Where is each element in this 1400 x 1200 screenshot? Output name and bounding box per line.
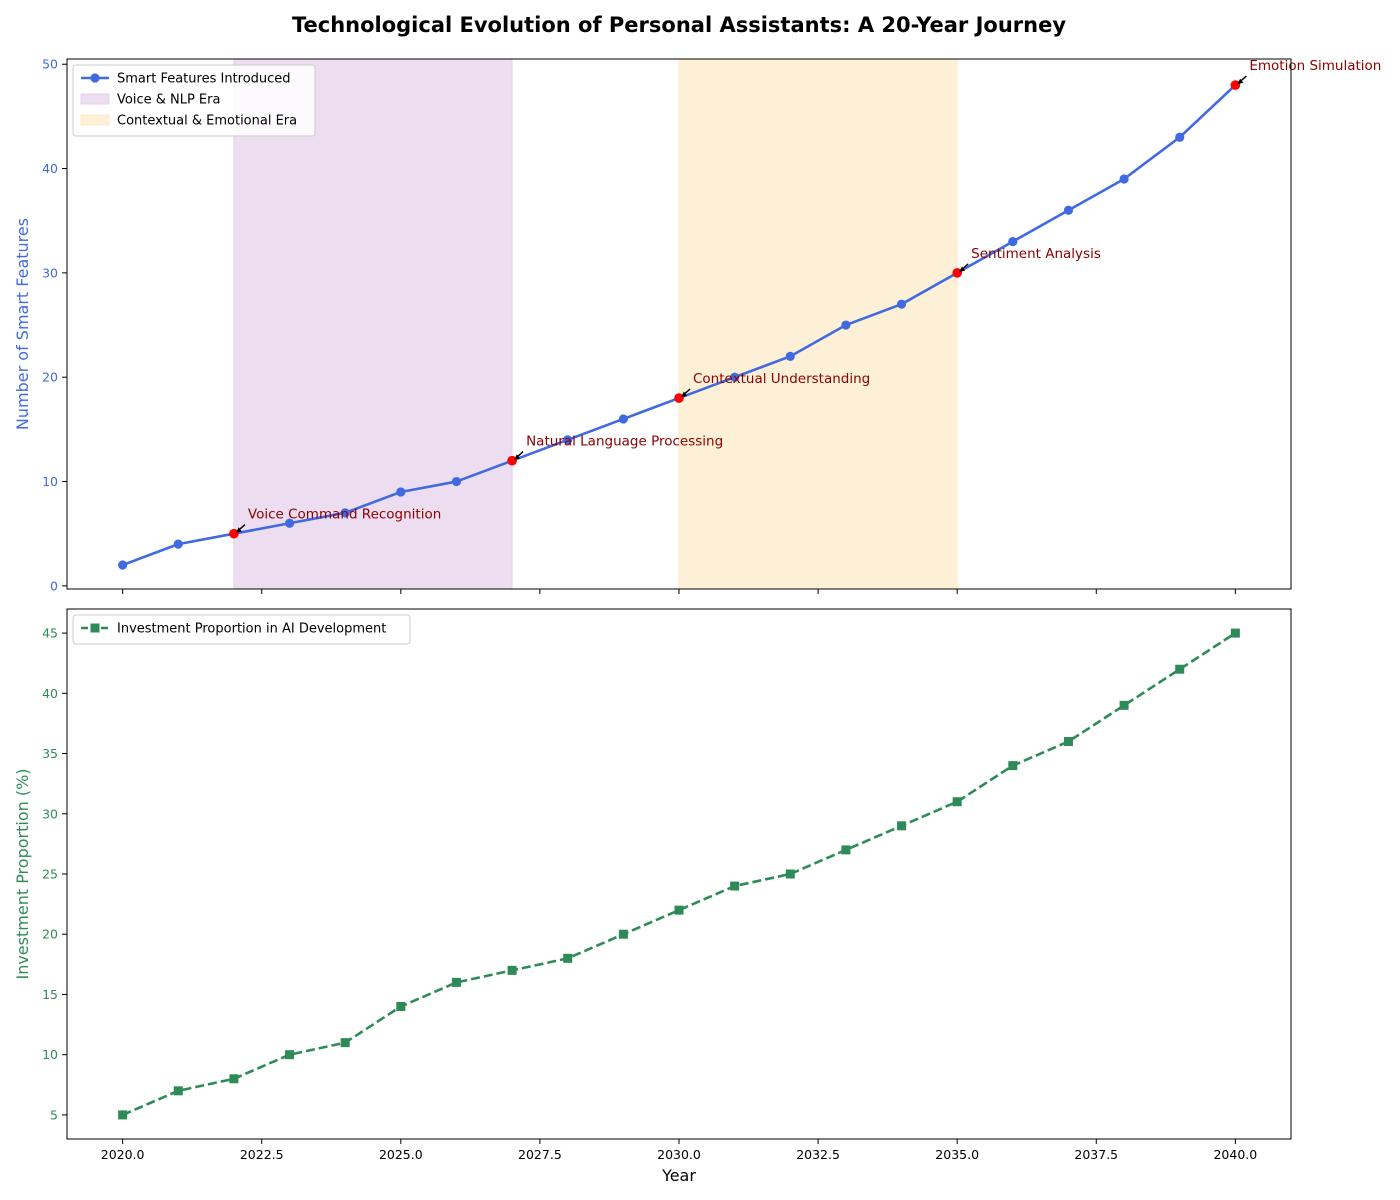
data-point (897, 821, 907, 831)
milestone-marker (1230, 80, 1241, 90)
data-point (1175, 132, 1185, 142)
milestone-marker (674, 393, 684, 403)
data-point (173, 539, 183, 549)
data-point (952, 797, 962, 807)
data-point (229, 1074, 239, 1084)
data-point (674, 905, 684, 915)
y-tick-label: 0 (50, 578, 58, 593)
annotation-label: Natural Language Processing (526, 434, 723, 450)
x-axis-label: Year (661, 1166, 696, 1185)
data-point (451, 977, 461, 987)
data-point (1230, 628, 1240, 638)
data-point (1175, 664, 1185, 674)
y-tick-label: 5 (50, 1107, 58, 1122)
data-point (563, 953, 573, 963)
y-tick-label: 35 (42, 746, 58, 761)
legend-label: Contextual & Emotional Era (117, 114, 297, 129)
x-tick-label: 2022.5 (240, 1147, 284, 1162)
legend-patch-swatch (80, 114, 110, 126)
y-tick-label: 20 (42, 927, 58, 942)
data-point (563, 435, 573, 445)
data-point (396, 487, 406, 497)
data-point (1008, 236, 1018, 247)
data-point (507, 965, 517, 975)
annotation-arrowhead (514, 454, 521, 460)
y-axis-label: Number of Smart Features (13, 218, 32, 430)
data-point (841, 845, 851, 855)
y-tick-label: 10 (42, 1047, 58, 1062)
data-point (1008, 761, 1018, 771)
data-point (173, 1086, 183, 1096)
y-tick-label: 50 (42, 57, 58, 72)
data-point (1119, 700, 1129, 710)
legend: Investment Proportion in AI Development (72, 614, 411, 645)
data-point (284, 518, 295, 528)
data-point (1119, 174, 1129, 184)
y-tick-label: 30 (42, 806, 58, 821)
data-point (1063, 737, 1073, 746)
x-tick-label: 2035.0 (935, 1147, 979, 1162)
data-point (785, 351, 795, 361)
x-tick-label: 2032.5 (796, 1147, 840, 1162)
legend-marker-swatch (90, 623, 100, 633)
x-tick-label: 2030.0 (657, 1147, 701, 1162)
y-tick-label: 20 (42, 370, 58, 385)
legend: Smart Features Introduced Voice & NLP Era… (72, 64, 316, 137)
data-point (118, 1110, 128, 1120)
data-point (896, 299, 907, 309)
annotation-arrowhead (959, 266, 966, 272)
annotation-label: Sentiment Analysis (971, 246, 1101, 262)
y-tick-label: 15 (42, 987, 58, 1002)
series-line-0 (122, 631, 1237, 1117)
legend-label: Smart Features Introduced (117, 72, 291, 87)
legend-box (72, 64, 316, 137)
annotation-label: Voice Command Recognition (248, 507, 441, 523)
annotation-label: Emotion Simulation (1249, 58, 1381, 74)
data-point (285, 1050, 295, 1060)
y-tick-label: 45 (42, 626, 58, 641)
investment-panel: 5 10 15 20 25 30 35 40 45 2020.0 2022.5 2025.0 2027.… (13, 608, 1292, 1185)
data-point (118, 560, 128, 570)
data-point (618, 414, 628, 424)
y-tick-label: 40 (42, 161, 58, 176)
data-point (841, 320, 851, 330)
y-axis-label: Investment Proportion (%) (13, 768, 32, 979)
x-tick-label: 2020.0 (101, 1147, 145, 1162)
annotation-label: Contextual Understanding (693, 371, 870, 387)
milestone-marker (229, 528, 239, 539)
x-tick-label: 2025.0 (379, 1147, 423, 1162)
y-tick-label: 25 (42, 867, 58, 882)
era-band-0 (233, 58, 513, 590)
data-point (730, 372, 740, 382)
data-point (785, 869, 795, 879)
era-band-1 (678, 58, 958, 590)
annotation-arrowhead (1237, 78, 1244, 85)
milestone-marker (507, 455, 517, 466)
features-panel: Voice Command Recognition Natural Languag… (13, 57, 1381, 594)
data-point (340, 508, 350, 518)
data-point (618, 929, 628, 939)
legend-marker-swatch (90, 73, 100, 83)
x-tick-label: 2040.0 (1213, 1147, 1257, 1162)
annotation-arrowhead (235, 527, 242, 533)
y-tick-label: 30 (42, 265, 58, 280)
data-point (730, 881, 740, 891)
x-tick-label: 2027.5 (518, 1147, 562, 1162)
legend-box (72, 614, 411, 645)
y-tick-label: 10 (42, 474, 58, 489)
milestone-marker (952, 268, 962, 278)
annotation-arrowhead (681, 391, 687, 398)
legend-label: Investment Proportion in AI Development (117, 622, 386, 637)
data-point (340, 1038, 350, 1048)
data-point (396, 1002, 406, 1011)
y-tick-label: 40 (42, 686, 58, 701)
data-point (451, 476, 462, 487)
x-tick-label: 2037.5 (1074, 1147, 1118, 1162)
legend-label: Voice & NLP Era (117, 93, 220, 108)
legend-patch-swatch (80, 93, 110, 105)
chart-title: Technological Evolution of Personal Assi… (292, 13, 1066, 37)
data-point (1063, 205, 1074, 215)
